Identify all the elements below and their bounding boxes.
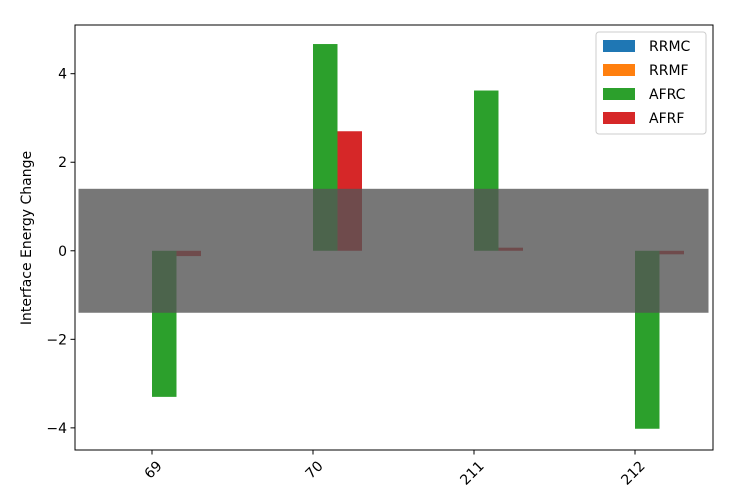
y-axis-label: Interface Energy Change [19, 151, 35, 325]
legend: RRMC RRMF AFRC AFRF [595, 31, 707, 135]
y-axis: −4 −2 0 2 4 [46, 67, 75, 437]
legend-label-rrmc: RRMC [649, 39, 691, 55]
y-tick-label: 2 [58, 155, 67, 171]
y-tick-label: 0 [58, 244, 67, 260]
legend-box [595, 31, 707, 135]
y-tick-label: −4 [46, 421, 67, 437]
legend-label-afrc: AFRC [649, 87, 686, 103]
legend-swatch-rrmf [603, 64, 635, 76]
y-tick-label: 4 [58, 67, 67, 83]
legend-label-rrmf: RRMF [649, 63, 689, 79]
legend-swatch-rrmc [603, 40, 635, 52]
threshold-band [78, 188, 709, 313]
legend-label-afrf: AFRF [649, 111, 684, 127]
axes-frame [74, 24, 714, 451]
y-tick-label: −2 [46, 332, 67, 348]
legend-swatch-afrc [603, 88, 635, 100]
legend-swatch-afrf [603, 112, 635, 124]
